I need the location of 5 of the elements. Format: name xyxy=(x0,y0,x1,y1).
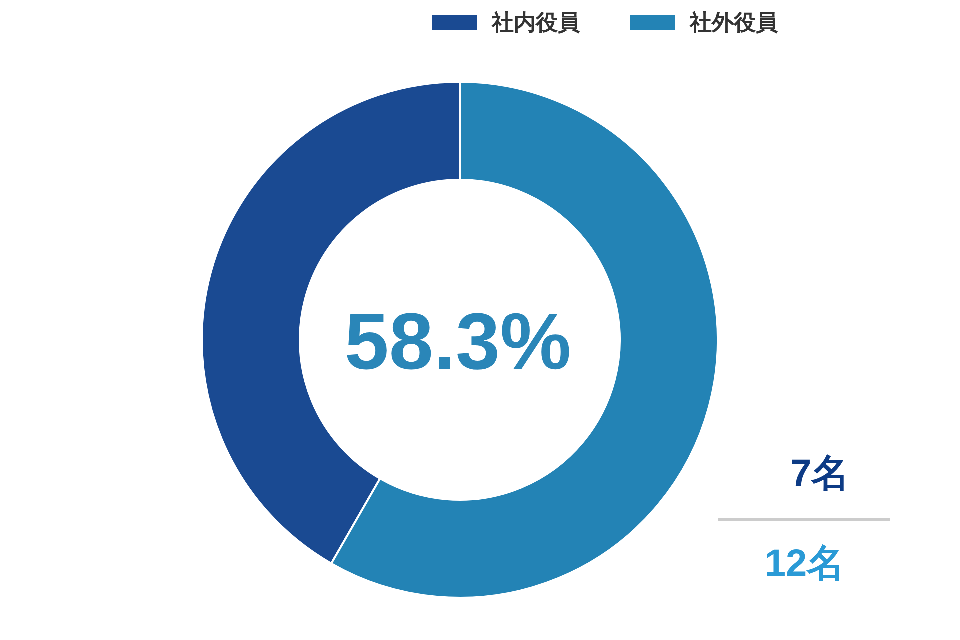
legend-label: 社外役員 xyxy=(689,11,778,36)
text: 7名 xyxy=(790,453,850,495)
text: 12名 xyxy=(764,543,846,585)
text: 58.3% xyxy=(344,297,572,386)
legend-label: 社内役員 xyxy=(491,11,580,36)
